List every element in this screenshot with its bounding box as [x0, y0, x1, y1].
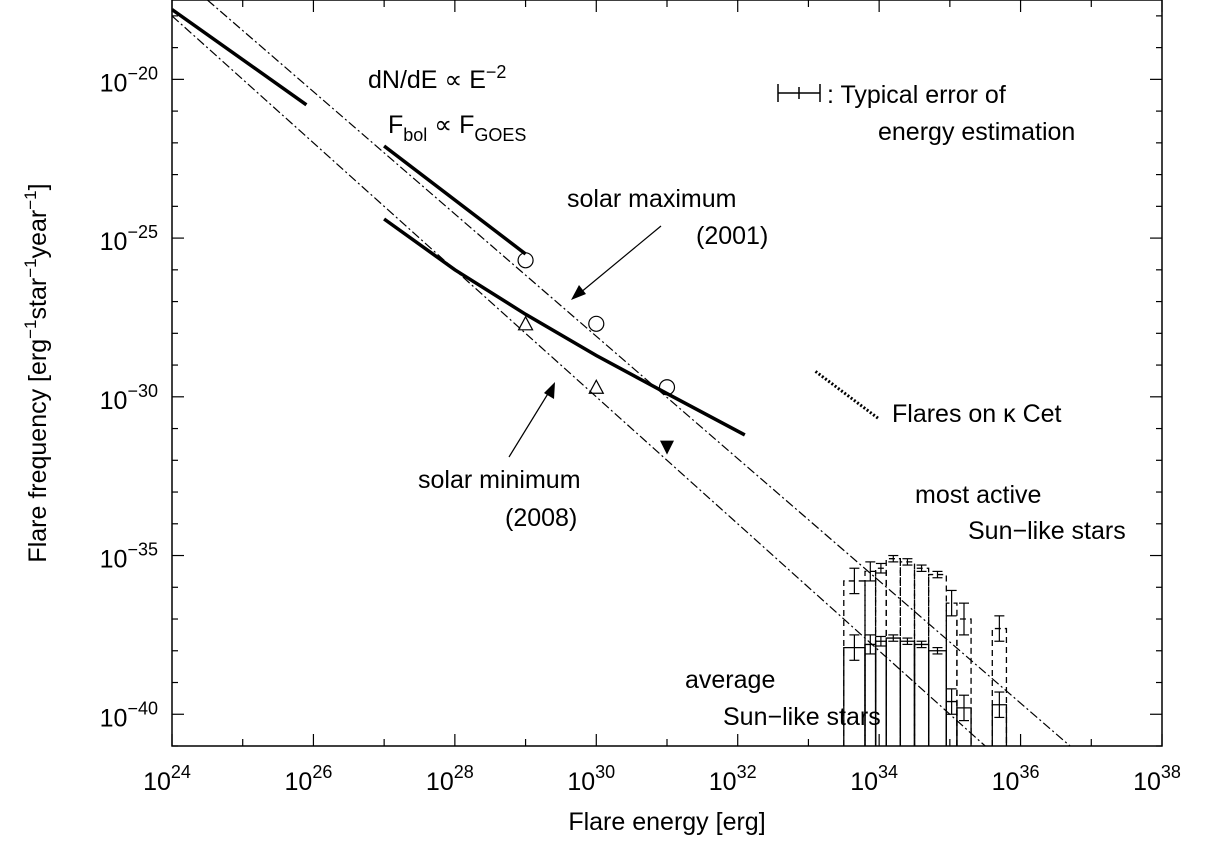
x-tick-label: 1024	[143, 762, 191, 796]
average-label-line1: average	[685, 666, 775, 694]
error-note-line1: : Typical error of	[827, 81, 1006, 109]
average-label-line2: Sun−like stars	[723, 703, 881, 731]
solar-max-circle-marker	[588, 315, 605, 332]
x-tick-label: 1034	[850, 762, 898, 796]
filled-arrowhead-marker	[660, 440, 674, 455]
histogram-bin	[885, 637, 902, 746]
y-tick-label: 10−25	[100, 222, 158, 256]
bolometric-relation-label: Fbol ∝ FGOES	[388, 111, 526, 145]
solar-max-year: (2001)	[696, 222, 768, 250]
histogram-bin	[913, 567, 930, 746]
error-bar-legend-icon	[777, 84, 821, 102]
solar-max-circle-marker	[658, 379, 676, 396]
x-axis-label: Flare energy [erg]	[568, 808, 765, 836]
solar-max-circle-marker	[517, 252, 534, 269]
series-line-thick-solid	[383, 144, 527, 256]
y-tick-label: 10−20	[100, 63, 158, 97]
series-line-thick-solid	[383, 217, 746, 437]
histogram-bin	[991, 627, 1008, 746]
solar-min-label: solar minimum	[418, 466, 581, 494]
x-tick-label: 1036	[992, 762, 1040, 796]
histogram-bin	[899, 640, 916, 746]
histogram-bin	[885, 558, 902, 746]
solar-max-label: solar maximum	[567, 185, 736, 213]
y-axis-label: Flare frequency [erg−1star−1year−1]	[21, 183, 52, 562]
x-tick-label: 1028	[426, 762, 474, 796]
x-tick-label: 1038	[1133, 762, 1181, 796]
series-line-dash-dot	[207, 0, 1071, 746]
solar-min-year: (2008)	[505, 504, 577, 532]
histogram-bin	[899, 561, 916, 746]
y-tick-label: 10−35	[100, 540, 158, 574]
histogram-average	[843, 634, 1008, 746]
series-line-dotted	[814, 370, 880, 421]
histogram-bin	[945, 602, 958, 746]
most-active-label-line2: Sun−like stars	[968, 517, 1126, 545]
x-tick-label: 1026	[285, 762, 333, 796]
series-line-dash-dot	[172, 15, 986, 746]
x-tick-label: 1030	[567, 762, 615, 796]
solar-min-triangle-marker	[588, 379, 605, 394]
solar-min-arrow	[508, 382, 555, 458]
y-tick-label: 10−40	[100, 698, 158, 732]
histogram-bin	[843, 646, 866, 746]
most-active-label-line1: most active	[915, 481, 1041, 509]
histogram-bin	[927, 573, 947, 746]
error-note-line2: energy estimation	[878, 118, 1075, 146]
histogram-bin	[913, 643, 930, 746]
solar-min-triangle-marker	[517, 315, 534, 331]
series-line-thick-solid	[172, 8, 308, 107]
y-tick-label: 10−30	[100, 381, 158, 415]
x-tick-label: 1032	[709, 762, 757, 796]
axis-ticks: 1024 1026 1028 1030 1032 1034 1036 1038 10−40 10−…	[100, 0, 1181, 796]
kappa-cet-label: Flares on κ Cet	[892, 400, 1062, 428]
solar-max-arrow	[571, 225, 662, 300]
plot-frame	[171, 0, 1163, 747]
histogram-bin	[956, 618, 972, 746]
data-layer	[172, 0, 1071, 746]
power-law-label: dN/dE ∝ E−2	[368, 62, 506, 94]
